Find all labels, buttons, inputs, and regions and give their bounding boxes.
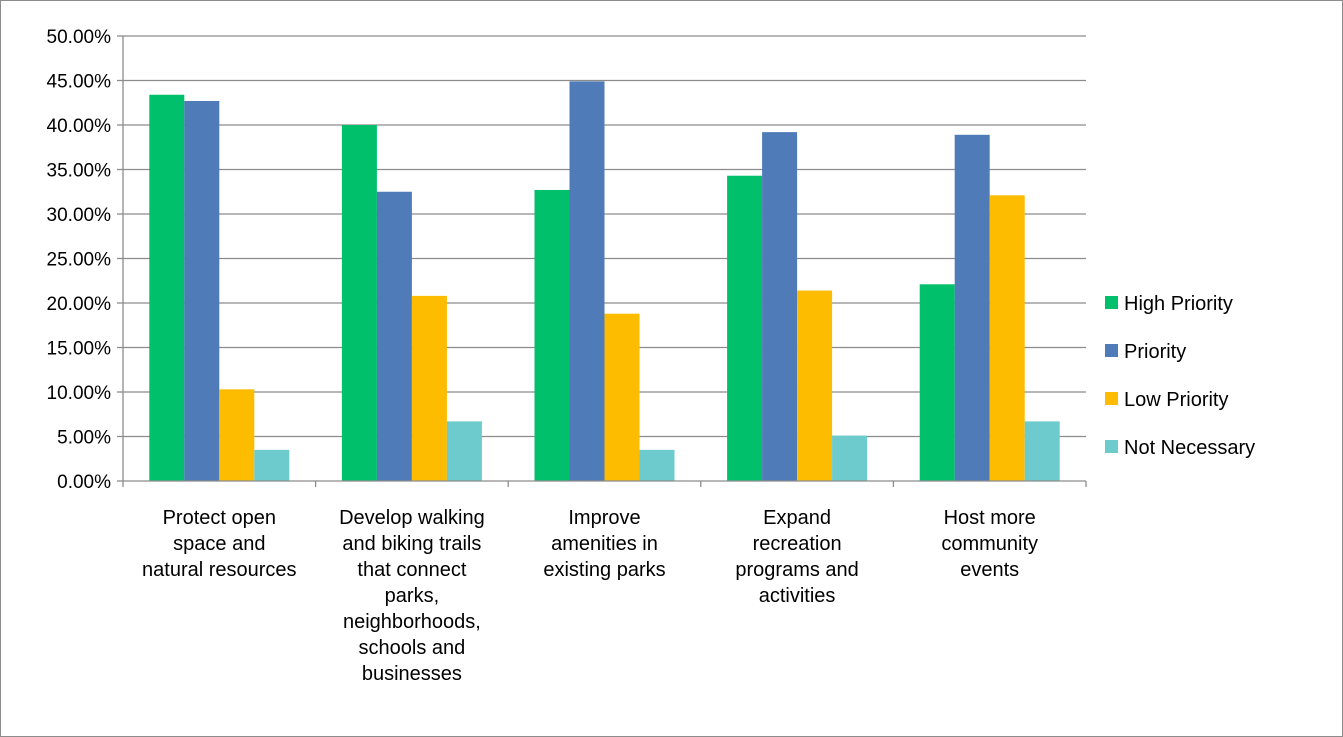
y-tick-labels: 0.00% 5.00% 10.00% 15.00% 20.00% 25.00% 30.00%… [47,27,112,493]
bar-low-priority-1 [411,295,447,481]
y-tick-label: 45.00% [47,72,112,93]
category-label: Expand recreation programs and activities [735,507,858,607]
legend-swatch [1105,296,1118,309]
y-tick-label: 35.00% [47,161,112,182]
y-tick-label: 25.00% [47,250,112,271]
bar-not-necessary-0 [254,449,290,481]
category-label: Improve amenities in existing parks [543,507,665,581]
category-label-line: schools and [359,637,466,659]
bar-low-priority-3 [797,290,833,481]
y-tick-label: 0.00% [57,472,111,493]
y-tick-label: 40.00% [47,116,112,137]
bar-high-priority-3 [727,175,763,482]
category-label-line: natural resources [142,559,297,581]
bar-low-priority-4 [989,195,1025,481]
legend: High Priority Priority Low Priority Not Nec… [1105,293,1255,459]
bar-not-necessary-1 [446,421,482,481]
category-label-line: Develop walking [339,507,485,529]
category-label-line: neighborhoods, [343,611,481,633]
legend-swatch [1105,392,1118,405]
category-label-line: businesses [362,663,462,685]
category-label-line: existing parks [543,559,665,581]
bars [149,81,1060,482]
category-label-line: Improve [568,507,640,529]
bar-high-priority-4 [919,284,955,481]
bar-priority-3 [762,132,798,481]
category-label-line: space and [173,533,265,555]
bar-not-necessary-4 [1024,421,1060,481]
category-label-line: Protect open [163,507,276,529]
y-tick-label: 5.00% [57,428,111,449]
legend-swatch [1105,440,1118,453]
y-tick-label: 15.00% [47,339,112,360]
y-tick-label: 50.00% [47,27,112,48]
axes [117,35,1087,487]
bar-priority-2 [569,81,605,481]
legend-label: Priority [1124,341,1186,363]
bar-not-necessary-3 [832,435,868,481]
category-label-line: and biking trails [342,533,481,555]
bar-not-necessary-2 [639,449,675,481]
bar-priority-0 [184,100,220,481]
legend-swatch [1105,344,1118,357]
category-labels: Protect open space and natural resources De… [142,507,1038,685]
bar-low-priority-2 [604,313,640,481]
category-label-line: community [941,533,1038,555]
category-label-line: parks, [385,585,439,607]
bar-high-priority-2 [534,189,570,481]
category-label-line: events [960,559,1019,581]
bar-priority-4 [954,134,990,482]
bar-high-priority-0 [149,94,185,482]
category-label-line: that connect [357,559,466,581]
category-label: Develop walking and biking trails that con… [339,507,485,685]
legend-label: Low Priority [1124,389,1228,411]
legend-label: High Priority [1124,293,1233,315]
category-label: Host more community events [941,507,1038,581]
category-label-line: Expand [763,507,831,529]
category-label: Protect open space and natural resources [142,507,297,581]
bar-high-priority-1 [341,125,377,481]
category-label-line: activities [759,585,836,607]
y-tick-label: 10.00% [47,383,112,404]
bar-low-priority-0 [219,389,255,481]
y-tick-label: 20.00% [47,294,112,315]
bar-priority-1 [376,191,412,481]
y-tick-label: 30.00% [47,205,112,226]
category-label-line: recreation [753,533,842,555]
legend-label: Not Necessary [1124,437,1255,459]
category-label-line: Host more [944,507,1036,529]
category-label-line: programs and [735,559,858,581]
category-label-line: amenities in [551,533,658,555]
